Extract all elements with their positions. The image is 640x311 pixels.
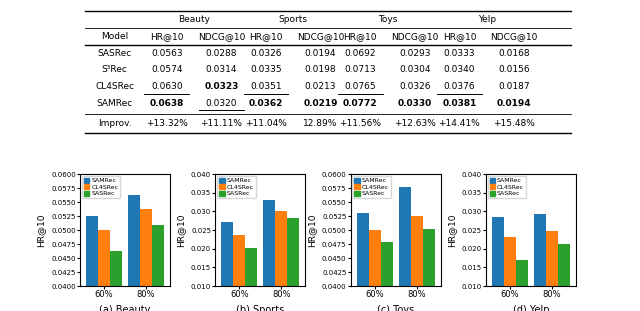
Text: 0.0326: 0.0326 [399, 82, 431, 91]
Text: 0.0713: 0.0713 [344, 65, 376, 74]
Text: 0.0340: 0.0340 [444, 65, 475, 74]
Bar [356, 213, 369, 311]
Bar [546, 231, 558, 311]
Bar [534, 215, 546, 311]
Text: Yelp: Yelp [477, 15, 496, 24]
X-axis label: (c) Toys: (c) Toys [377, 305, 414, 311]
Text: 0.0194: 0.0194 [305, 49, 336, 58]
Bar [381, 243, 392, 311]
Y-axis label: HR@10: HR@10 [307, 213, 316, 247]
Text: 0.0330: 0.0330 [397, 99, 432, 108]
Text: 0.0563: 0.0563 [151, 49, 182, 58]
Bar [264, 200, 275, 311]
Bar [504, 237, 516, 311]
Bar [98, 230, 110, 311]
Text: 0.0288: 0.0288 [205, 49, 237, 58]
Bar [152, 225, 164, 311]
Bar [245, 248, 257, 311]
Legend: SAMRec, CL4SRec, SASRec: SAMRec, CL4SRec, SASRec [353, 176, 391, 198]
Text: SAMRec: SAMRec [97, 99, 133, 108]
Text: NDCG@10: NDCG@10 [490, 32, 538, 41]
Text: 12.89%: 12.89% [303, 119, 338, 128]
Text: Beauty: Beauty [178, 15, 210, 24]
Text: 0.0156: 0.0156 [498, 65, 530, 74]
Text: HR@10: HR@10 [344, 32, 377, 41]
Text: 0.0326: 0.0326 [250, 49, 282, 58]
Text: SASRec: SASRec [97, 49, 132, 58]
Text: +11.11%: +11.11% [200, 119, 243, 128]
Text: 0.0293: 0.0293 [399, 49, 431, 58]
Text: 0.0320: 0.0320 [205, 99, 237, 108]
Text: NDCG@10: NDCG@10 [198, 32, 245, 41]
Text: Toys: Toys [378, 15, 397, 24]
X-axis label: (b) Sports: (b) Sports [236, 305, 285, 311]
Bar [411, 216, 422, 311]
Bar [221, 222, 234, 311]
Text: 0.0381: 0.0381 [442, 99, 477, 108]
Text: 0.0187: 0.0187 [498, 82, 530, 91]
Text: NDCG@10: NDCG@10 [391, 32, 438, 41]
Bar [558, 244, 570, 311]
Text: 0.0304: 0.0304 [399, 65, 431, 74]
Text: HR@10: HR@10 [150, 32, 184, 41]
Bar [110, 251, 122, 311]
Y-axis label: HR@10: HR@10 [36, 213, 45, 247]
X-axis label: (d) Yelp: (d) Yelp [513, 305, 549, 311]
Text: 0.0335: 0.0335 [250, 65, 282, 74]
Text: 0.0638: 0.0638 [150, 99, 184, 108]
Text: +14.41%: +14.41% [438, 119, 480, 128]
Bar [399, 187, 411, 311]
Text: 0.0362: 0.0362 [249, 99, 283, 108]
Text: 0.0765: 0.0765 [344, 82, 376, 91]
Bar [86, 216, 98, 311]
Text: Model: Model [101, 32, 129, 41]
Text: 0.0198: 0.0198 [305, 65, 337, 74]
Y-axis label: HR@10: HR@10 [447, 213, 456, 247]
Bar [287, 218, 300, 311]
Bar [128, 195, 140, 311]
Text: 0.0323: 0.0323 [204, 82, 239, 91]
Text: 0.0219: 0.0219 [303, 99, 338, 108]
Bar [369, 230, 381, 311]
Bar [492, 217, 504, 311]
Text: 0.0574: 0.0574 [151, 65, 182, 74]
Text: 0.0194: 0.0194 [497, 99, 531, 108]
Legend: SAMRec, CL4SRec, SASRec: SAMRec, CL4SRec, SASRec [217, 176, 255, 198]
Text: 0.0376: 0.0376 [444, 82, 476, 91]
Text: +13.32%: +13.32% [146, 119, 188, 128]
Legend: SAMRec, CL4SRec, SASRec: SAMRec, CL4SRec, SASRec [488, 176, 526, 198]
Text: 0.0168: 0.0168 [498, 49, 530, 58]
Text: 0.0333: 0.0333 [444, 49, 476, 58]
Text: NDCG@10: NDCG@10 [297, 32, 344, 41]
Text: 0.0630: 0.0630 [151, 82, 182, 91]
Bar [140, 209, 152, 311]
Text: +12.63%: +12.63% [394, 119, 436, 128]
Text: HR@10: HR@10 [249, 32, 283, 41]
Text: Sports: Sports [279, 15, 308, 24]
Text: 0.0314: 0.0314 [205, 65, 237, 74]
Text: CL4SRec: CL4SRec [95, 82, 134, 91]
Text: 0.0692: 0.0692 [344, 49, 376, 58]
Bar [422, 229, 435, 311]
Bar [234, 234, 245, 311]
Text: HR@10: HR@10 [443, 32, 476, 41]
Text: +11.56%: +11.56% [339, 119, 381, 128]
Text: Improv.: Improv. [98, 119, 132, 128]
Legend: SAMRec, CL4SRec, SASRec: SAMRec, CL4SRec, SASRec [82, 176, 120, 198]
Y-axis label: HR@10: HR@10 [176, 213, 186, 247]
Text: +11.04%: +11.04% [245, 119, 287, 128]
Text: 0.0351: 0.0351 [250, 82, 282, 91]
Text: 0.0772: 0.0772 [343, 99, 378, 108]
Bar [275, 211, 287, 311]
Text: S³Rec: S³Rec [102, 65, 127, 74]
X-axis label: (a) Beauty: (a) Beauty [99, 305, 151, 311]
Bar [516, 260, 528, 311]
Text: 0.0213: 0.0213 [305, 82, 336, 91]
Text: +15.48%: +15.48% [493, 119, 535, 128]
